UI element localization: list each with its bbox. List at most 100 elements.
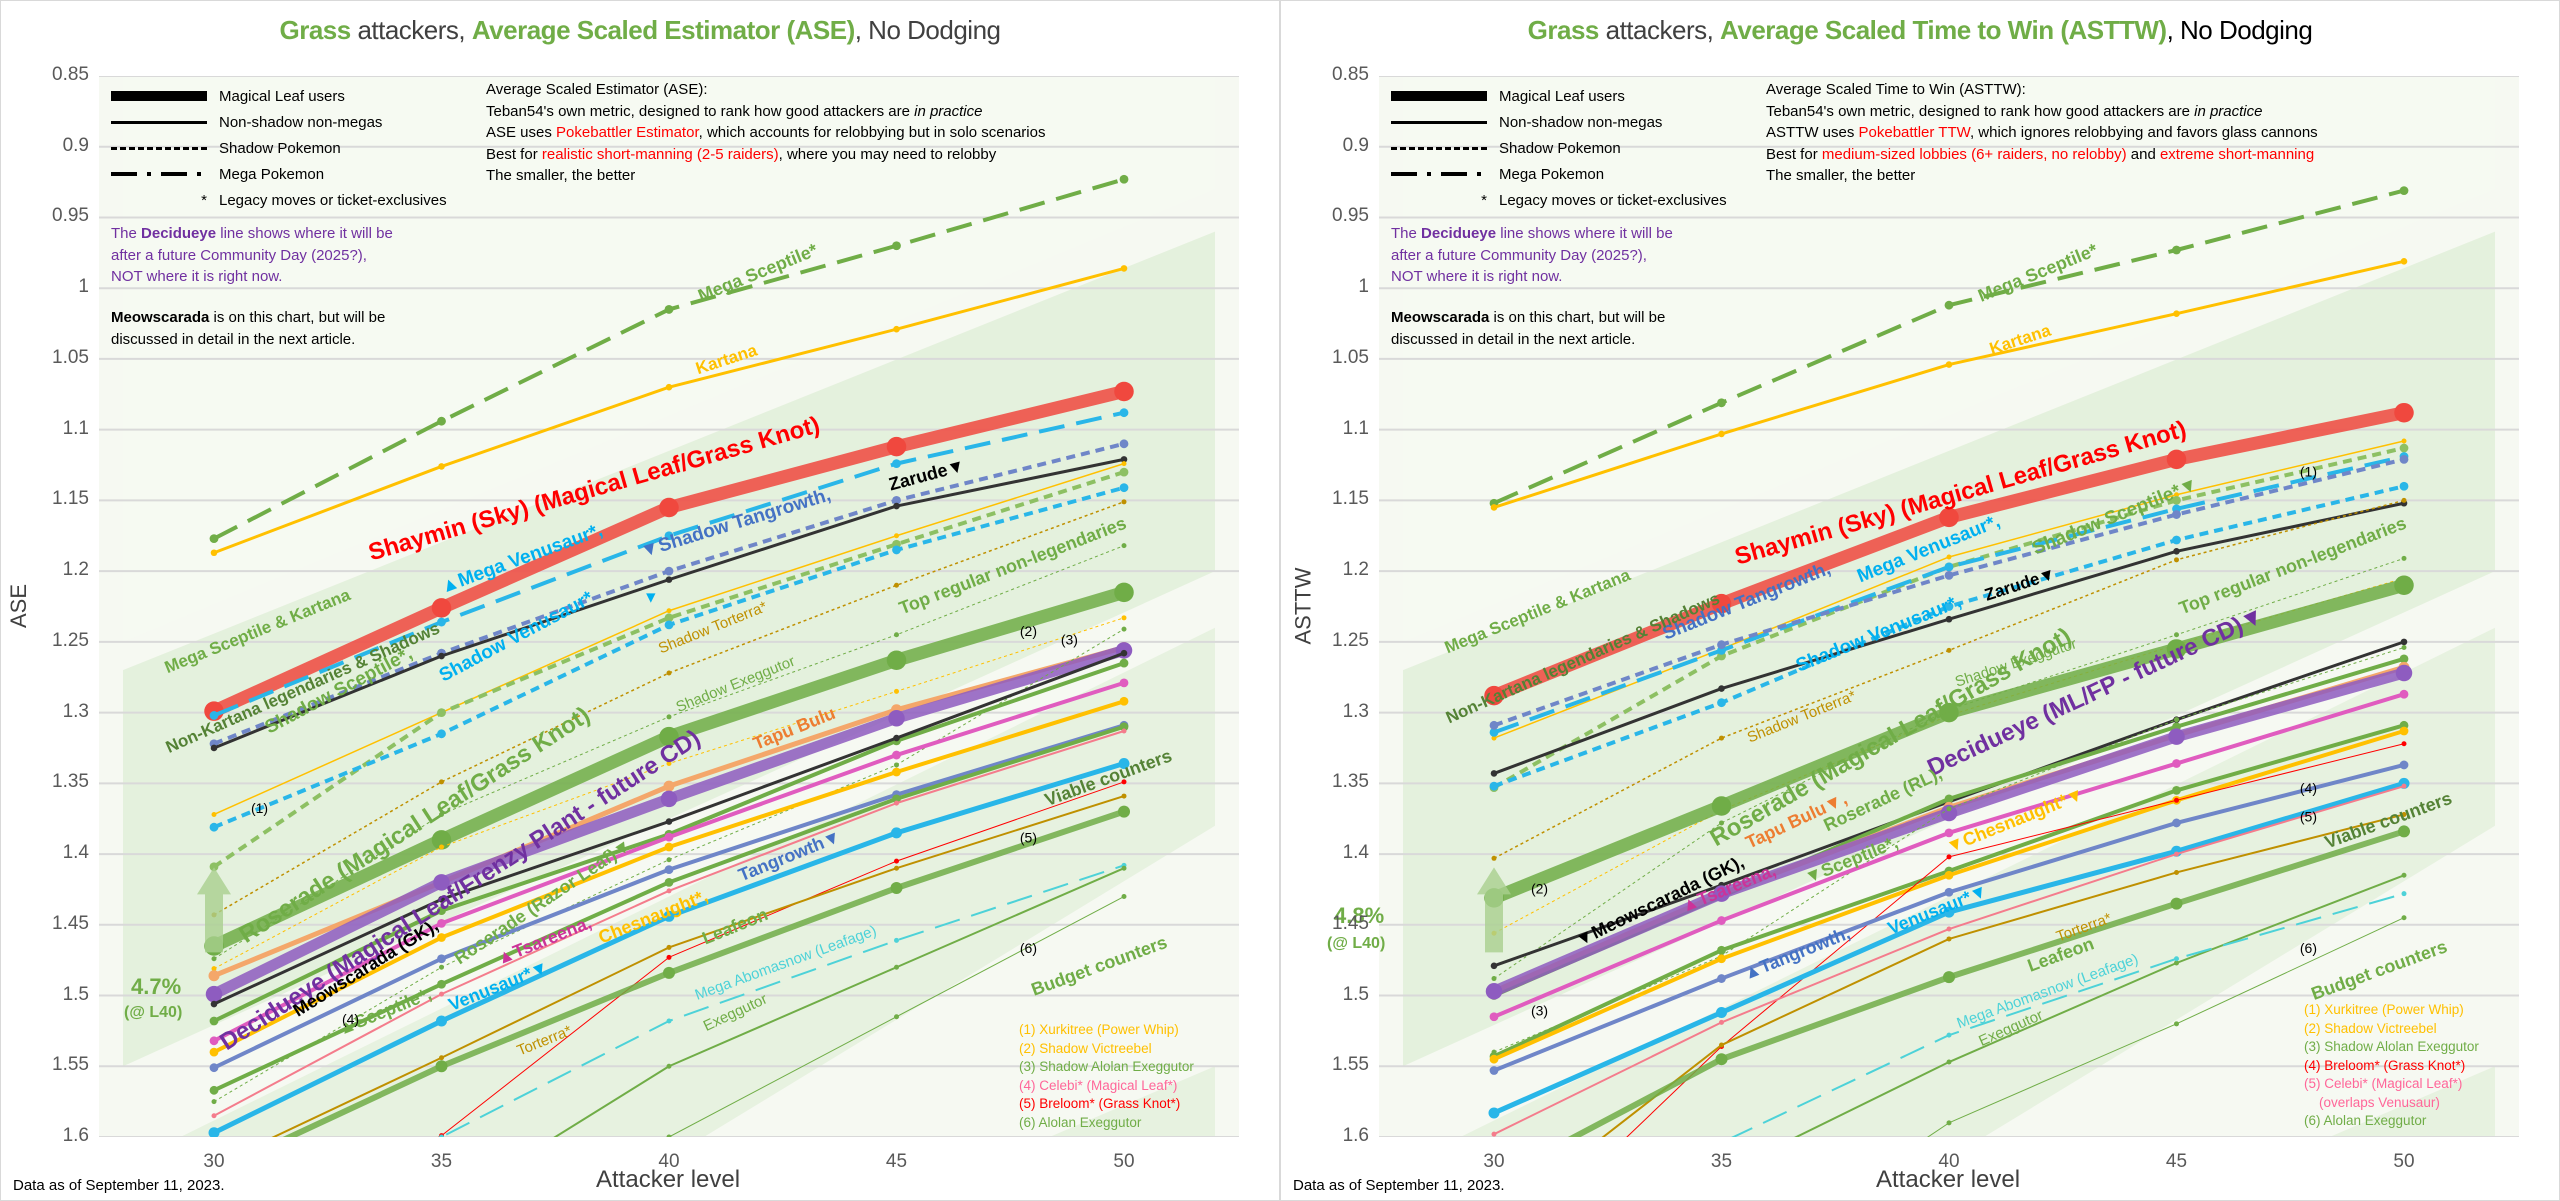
data-point-shaymin-sky-magical-leaf-grass-knot-l50 <box>2394 402 2414 423</box>
data-point-shadow-tangrowth-l40 <box>1944 570 1954 580</box>
footnote-item: (6) Alolan Exeggutor <box>2304 1113 2427 1128</box>
ase-chart-panel: Grass attackers, Average Scaled Estimato… <box>0 0 1280 1201</box>
data-point-1-xurkitree-power-whip-l45 <box>894 533 899 539</box>
data-point-shadow-torterra-l40 <box>666 670 672 676</box>
data-point-roserade-razor-leaf-l35 <box>437 906 446 916</box>
data-point-zarude-l30 <box>210 744 218 752</box>
data-point-kartana-l30 <box>1490 504 1498 511</box>
data-point-shadow-sceptile-l40 <box>664 613 674 623</box>
legend-swatch-thick <box>1391 91 1487 101</box>
data-point-shadow-tangrowth-l45 <box>892 496 901 505</box>
data-point-shadow-sceptile-l50 <box>1119 467 1129 477</box>
meowscarada-note: Meowscarada is on this chart, but will b… <box>111 309 386 348</box>
legend-item-mega: Mega Pokemon <box>111 161 447 187</box>
y-tick-label: 1.2 <box>62 559 89 581</box>
footnote-item: (4) Breloom* (Grass Knot*) <box>2304 1057 2466 1073</box>
data-point-tapu-bulu-l40 <box>663 780 675 792</box>
data-point-mega-venusaur-l50 <box>1119 408 1129 418</box>
x-tick-label: 50 <box>1113 1151 1135 1172</box>
y-tick-label: 1.5 <box>62 983 89 1005</box>
data-point-shadow-venusaur-l50 <box>2399 481 2409 491</box>
data-point-shadow-tangrowth-l45 <box>2172 510 2181 519</box>
data-point-4-celebi-magical-leaf-l30 <box>211 1113 217 1119</box>
data-point-torterra-l50 <box>2401 811 2407 817</box>
x-axis-label: Attacker level <box>1876 1166 2021 1193</box>
data-point-shaymin-sky-magical-leaf-grass-knot-l35 <box>431 598 452 618</box>
data-point-torterra-l35 <box>439 1055 444 1061</box>
data-point-kartana-l50 <box>1120 265 1128 272</box>
data-point-4-breloom-grass-knot-l45 <box>2174 797 2179 803</box>
y-tick-label: 1.35 <box>1332 771 1369 793</box>
data-point-shaymin-sky-magical-leaf-grass-knot-l45 <box>2166 449 2187 470</box>
data-point-venusaur-l45 <box>891 827 902 839</box>
data-point-tapu-bulu-l30 <box>208 970 220 982</box>
data-point-shadow-exeggutor-l50 <box>2401 555 2407 561</box>
data-point-shaymin-sky-magical-leaf-grass-knot-l45 <box>886 436 907 457</box>
x-tick-label: 30 <box>1483 1151 1505 1172</box>
legend-swatch-long-dash <box>111 172 207 176</box>
data-point-leafeon-l40 <box>1943 971 1955 984</box>
data-point-1-xurkitree-power-whip-l45 <box>2174 492 2179 498</box>
data-point-chesnaught-l30 <box>1489 1054 1499 1064</box>
data-point-venusaur-l35 <box>1716 1007 1727 1019</box>
footnote-item: (2) Shadow Victreebel <box>1019 1040 1152 1056</box>
data-point-3-shadow-alolan-exeggutor-l50 <box>1121 626 1127 632</box>
data-point-tangrowth-l40 <box>664 865 674 875</box>
data-point-mega-sceptile-l45 <box>892 241 901 251</box>
data-point-torterra-l50 <box>1121 793 1127 799</box>
data-point-mega-abomasnow-leafage-l35 <box>439 1134 444 1137</box>
data-point-sceptile-l45 <box>2172 786 2181 795</box>
y-tick-label: 1.6 <box>62 1125 89 1146</box>
data-point-venusaur-l35 <box>436 1015 447 1027</box>
data-point-chesnaught-l35 <box>1717 954 1726 964</box>
data-point-mega-sceptile-l35 <box>1717 398 1726 408</box>
series-label: (3) <box>1061 632 1078 648</box>
data-point-4-breloom-grass-knot-l40 <box>1946 854 1952 860</box>
y-tick-label: 1.55 <box>1332 1054 1369 1076</box>
data-point-mega-abomasnow-leafage-l45 <box>2174 956 2179 962</box>
footnote-list: (1) Xurkitree (Power Whip) (2) Shadow Vic… <box>2304 1001 2479 1131</box>
legend-swatch-solid <box>111 120 207 124</box>
data-point-shaymin-sky-magical-leaf-grass-knot-l30 <box>1484 685 1504 706</box>
y-tick-label: 1.3 <box>1342 700 1369 722</box>
data-point-shadow-venusaur-l40 <box>1944 602 1954 611</box>
y-tick-label: 0.95 <box>52 205 89 227</box>
x-tick-label: 50 <box>2393 1151 2415 1172</box>
y-tick-label: 1.2 <box>1342 559 1369 581</box>
data-point-shadow-exeggutor-l30 <box>211 956 217 962</box>
legend-item-legacy: * Legacy moves or ticket-exclusives <box>1391 187 1726 213</box>
series-label: (4) <box>2300 780 2317 796</box>
data-point-shadow-venusaur-l30 <box>1489 781 1499 791</box>
data-point-kartana-l50 <box>2400 258 2408 265</box>
data-point-shadow-exeggutor-l40 <box>666 714 672 720</box>
improvement-percent: 4.8% <box>1334 903 1385 928</box>
y-axis-label: ASE <box>6 583 32 629</box>
data-point-mega-abomasnow-leafage-l50 <box>2401 891 2407 897</box>
data-point-shadow-venusaur-l40 <box>664 620 674 630</box>
chart-title: Grass attackers, Average Scaled Estimato… <box>279 15 1001 45</box>
metric-description: Average Scaled Estimator (ASE): Teban54'… <box>486 81 1046 184</box>
data-point-zarude-l45 <box>893 502 900 510</box>
y-tick-label: 0.85 <box>52 64 89 85</box>
data-point-zarude-l40 <box>1945 615 1953 623</box>
data-point-5-celebi-magical-leaf-l35 <box>1719 1019 1724 1025</box>
data-point-tangrowth-l45 <box>2172 818 2181 828</box>
footnote-item: (1) Xurkitree (Power Whip) <box>2304 1002 2464 1017</box>
data-point-tsareena-l50 <box>1119 678 1129 688</box>
data-point-decidueye-ml-fp-future-cd-l50 <box>2395 664 2413 682</box>
data-point-exeggutor-l45 <box>894 964 899 970</box>
data-point-3-shadow-alolan-exeggutor-l35 <box>439 964 444 970</box>
improvement-level: (@ L40) <box>124 1004 183 1021</box>
data-point-zarude-l35 <box>438 652 445 660</box>
data-point-1-xurkitree-power-whip-l30 <box>211 811 217 817</box>
footnote-item: (1) Xurkitree (Power Whip) <box>1019 1022 1179 1037</box>
x-tick-label: 45 <box>885 1151 908 1172</box>
series-line-shadow-sceptile <box>212 470 1125 869</box>
data-point-5-breloom-grass-knot-l45 <box>894 858 899 864</box>
data-point-leafeon-l50 <box>2398 825 2410 838</box>
y-tick-label: 1.6 <box>1342 1125 1369 1146</box>
data-point-shadow-torterra-l50 <box>1121 499 1127 505</box>
data-point-tsareena-l50 <box>2399 689 2409 699</box>
data-point-exeggutor-l40 <box>1946 1059 1952 1065</box>
